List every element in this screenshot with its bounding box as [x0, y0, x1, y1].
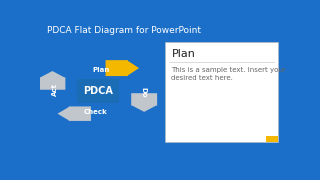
FancyBboxPatch shape — [266, 136, 278, 142]
Polygon shape — [131, 93, 157, 112]
Polygon shape — [39, 71, 65, 90]
Text: Check: Check — [84, 109, 108, 114]
Text: PDCA: PDCA — [83, 86, 113, 96]
Text: Do: Do — [141, 87, 147, 98]
FancyBboxPatch shape — [77, 79, 119, 103]
Polygon shape — [58, 106, 91, 121]
Polygon shape — [106, 60, 139, 76]
Text: Act: Act — [52, 83, 58, 96]
Text: Plan: Plan — [92, 67, 109, 73]
Text: Plan: Plan — [172, 49, 195, 59]
Text: This is a sample text. Insert your
desired text here.: This is a sample text. Insert your desir… — [172, 67, 286, 81]
FancyBboxPatch shape — [165, 42, 278, 142]
Text: PDCA Flat Diagram for PowerPoint: PDCA Flat Diagram for PowerPoint — [47, 26, 202, 35]
